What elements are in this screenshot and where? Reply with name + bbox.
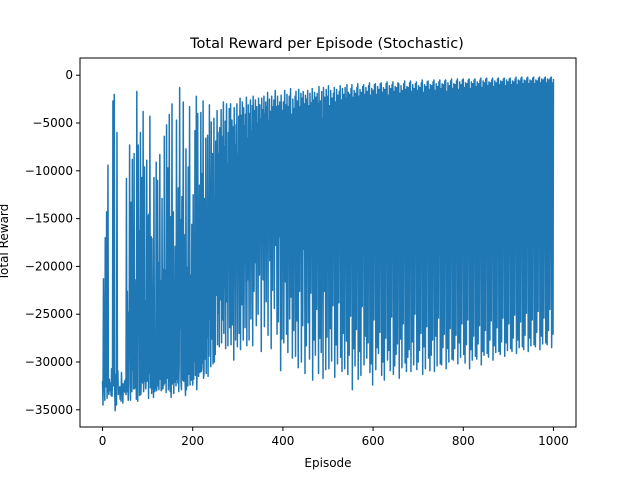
y-tick-label: 0 bbox=[65, 68, 73, 82]
y-tick-label: −15000 bbox=[25, 212, 73, 226]
y-axis: 0 −5000 −10000 −15000 −20000 −25000 −30000 −350… bbox=[25, 68, 80, 417]
y-tick-label: −35000 bbox=[25, 403, 73, 417]
series-line-0 bbox=[101, 76, 555, 412]
plot-area bbox=[79, 57, 577, 428]
x-tick-label: 600 bbox=[362, 434, 385, 448]
x-axis-label: Episode bbox=[304, 456, 351, 470]
x-tick-label: 0 bbox=[99, 434, 107, 448]
y-tick-label: −10000 bbox=[25, 164, 73, 178]
y-tick-label: −30000 bbox=[25, 355, 73, 369]
y-tick-label: −25000 bbox=[25, 307, 73, 321]
x-tick-label: 800 bbox=[452, 434, 475, 448]
x-axis: 0 200 400 600 800 1000 bbox=[99, 427, 569, 448]
y-tick-label: −5000 bbox=[32, 116, 73, 130]
x-tick-label: 1000 bbox=[538, 434, 569, 448]
y-tick-label: −20000 bbox=[25, 259, 73, 273]
chart-title: Total Reward per Episode (Stochastic) bbox=[189, 36, 464, 52]
x-tick-label: 200 bbox=[181, 434, 204, 448]
y-axis-label: Total Reward bbox=[0, 204, 11, 282]
x-tick-label: 400 bbox=[271, 434, 294, 448]
series-layer bbox=[101, 76, 555, 412]
